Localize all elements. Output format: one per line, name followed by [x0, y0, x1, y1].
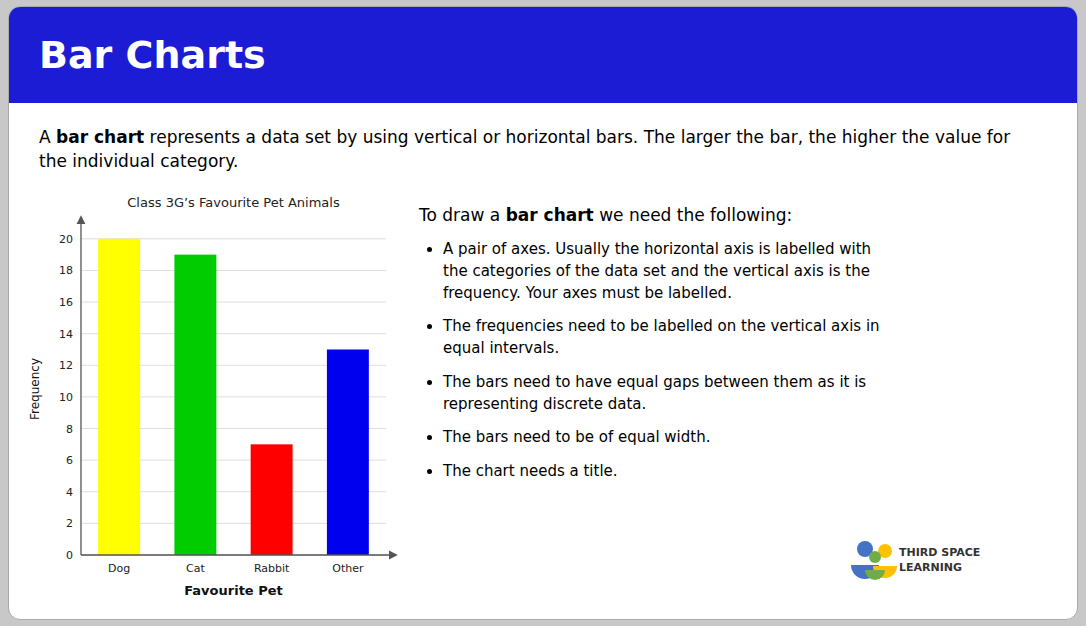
page-title: Bar Charts	[39, 7, 266, 103]
y-axis-label: Frequency	[28, 358, 42, 420]
intro: To draw a bar chart we need the followin…	[419, 205, 1059, 225]
header: Bar Charts	[9, 7, 1077, 103]
grid	[81, 239, 386, 555]
bar-chart: Class 3G’s Favourite Pet Animals 0 2 4 6 8 10 1…	[23, 187, 408, 607]
x-tick-label: Rabbit	[254, 562, 290, 575]
text-part: A	[39, 127, 56, 147]
bar	[251, 444, 293, 555]
logo: THIRD SPACE LEARNING	[849, 535, 1049, 595]
y-tick-label: 2	[66, 517, 73, 530]
bullet-point: The chart needs a title.	[443, 461, 1059, 483]
bullet-point: The bars need to be of equal width.	[443, 427, 1059, 449]
y-tick-label: 18	[59, 264, 73, 277]
y-axis	[80, 217, 81, 555]
chart-title: Class 3G’s Favourite Pet Animals	[127, 195, 340, 210]
logo-shape	[865, 570, 885, 580]
card: Bar Charts A bar chart represents a data…	[8, 6, 1078, 620]
x-tick-label: Cat	[186, 562, 205, 575]
x-axis-label: Favourite Pet	[184, 583, 283, 598]
description: A bar chart represents a data set by usi…	[39, 125, 1039, 173]
bullet-point: A pair of axes. Usually the horizontal a…	[443, 239, 1059, 304]
logo-text: THIRD SPACE LEARNING	[899, 545, 980, 576]
logo-icon	[849, 535, 899, 595]
text-part: bar chart	[56, 127, 144, 147]
y-tick-label: 20	[59, 233, 73, 246]
y-tick-label: 0	[66, 549, 73, 562]
x-axis	[81, 554, 396, 555]
bullet-point: The frequencies need to be labelled on t…	[443, 316, 1059, 360]
y-tick-label: 16	[59, 296, 73, 309]
text-part: To draw a	[419, 205, 506, 225]
text-part: we need the following:	[594, 205, 793, 225]
y-tick-label: 12	[59, 359, 73, 372]
bar	[174, 255, 216, 555]
x-tick-label: Other	[332, 562, 364, 575]
text-part: bar chart	[506, 205, 594, 225]
y-tick-label: 10	[59, 391, 73, 404]
bullet-list: A pair of axes. Usually the horizontal a…	[419, 239, 1059, 483]
text-part: represents a data set by using vertical …	[39, 127, 1010, 171]
y-tick-label: 8	[66, 423, 73, 436]
bullet-point: The bars need to have equal gaps between…	[443, 372, 1059, 416]
chart: Class 3G’s Favourite Pet Animals 0 2 4 6 8 10 1…	[23, 187, 408, 611]
y-tick-label: 6	[66, 454, 73, 467]
bar	[327, 349, 369, 555]
y-tick-label: 4	[66, 486, 73, 499]
instructions: To draw a bar chart we need the followin…	[419, 205, 1059, 495]
x-tick-label: Dog	[108, 562, 130, 575]
logo-shape	[869, 551, 881, 563]
bars	[98, 239, 369, 555]
bar	[98, 239, 140, 555]
y-tick-label: 14	[59, 328, 73, 341]
